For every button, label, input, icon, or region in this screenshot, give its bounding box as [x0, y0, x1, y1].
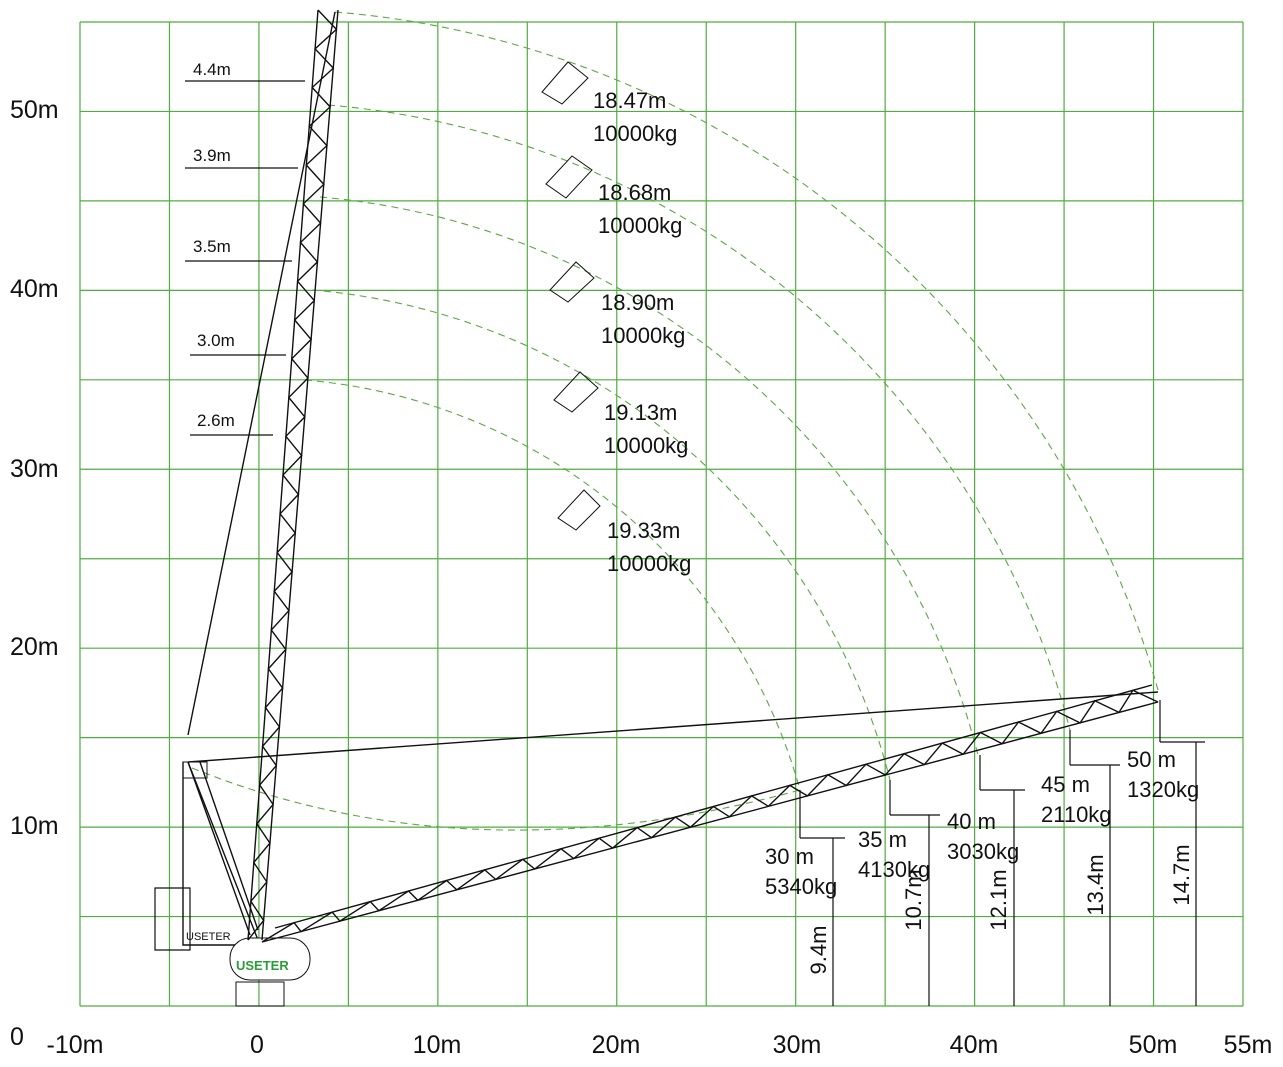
luffed-load: 10000kg: [598, 213, 682, 238]
arc: [191, 767, 801, 831]
luffed-radius: 18.90m: [601, 290, 674, 315]
jib-length: 35 m: [858, 827, 907, 852]
arc: [311, 289, 891, 781]
x-label: -10m: [47, 1031, 104, 1059]
hook-height: 10.7m: [901, 869, 926, 930]
luffed-radius: 18.68m: [598, 180, 671, 205]
width-lines: [185, 80, 305, 436]
jib-load: 4130kg: [858, 857, 930, 882]
hook-height: 12.1m: [986, 869, 1011, 930]
width-label: 2.6m: [197, 411, 235, 430]
arc: [334, 11, 1159, 691]
x-label: 0: [250, 1031, 264, 1059]
luffed-load: 10000kg: [607, 551, 691, 576]
lacing: [247, 9, 338, 941]
backmast: [199, 761, 259, 931]
labels: -10m 0 10m 20m 30m 40m 50m 55m 0 10m 20m…: [10, 60, 1272, 1059]
y-label: 50m: [10, 96, 59, 124]
width-label: 3.9m: [193, 146, 231, 165]
luffed-radius: 18.47m: [593, 88, 666, 113]
y-label: 20m: [10, 633, 59, 661]
grid: [79, 21, 1244, 1007]
counterweight: [154, 887, 191, 951]
y-label: 30m: [10, 455, 59, 483]
chord: [261, 9, 339, 941]
x-label: 30m: [773, 1031, 822, 1059]
logo: USETER: [236, 958, 289, 973]
backmast: [187, 761, 251, 936]
width-label: 3.5m: [193, 237, 231, 256]
x-label: 55m: [1224, 1031, 1273, 1059]
hook-icon: [549, 261, 595, 303]
hook-icon: [541, 61, 589, 105]
luffed-load: 10000kg: [601, 323, 685, 348]
arc: [327, 104, 1071, 731]
jib-length: 45 m: [1041, 772, 1090, 797]
x-label: 40m: [950, 1031, 999, 1059]
pendant: [187, 11, 336, 736]
x-label: 20m: [592, 1031, 641, 1059]
pendant: [187, 761, 259, 941]
hook-icon: [553, 371, 599, 413]
y-label: 10m: [10, 812, 59, 840]
hook-icons: [541, 61, 601, 531]
width-label: 3.0m: [197, 331, 235, 350]
luffed-load: 10000kg: [593, 121, 677, 146]
jib-load: 1320kg: [1127, 777, 1199, 802]
pendant: [187, 691, 1159, 763]
jib-length: 40 m: [947, 809, 996, 834]
y-label: 40m: [10, 275, 59, 303]
y-label: 0: [10, 1023, 24, 1051]
base: [235, 981, 285, 1007]
luffed-radius: 19.33m: [607, 518, 680, 543]
arc: [319, 196, 979, 756]
hook-icon: [557, 489, 601, 531]
x-label: 10m: [413, 1031, 462, 1059]
hook-height: 14.7m: [1169, 844, 1194, 905]
height-lines: [799, 700, 1205, 1006]
jib-load: 3030kg: [947, 839, 1019, 864]
logo: USETER: [186, 931, 231, 943]
hook-icon: [545, 155, 593, 199]
lacing: [261, 689, 1159, 943]
jib-length: 50 m: [1127, 747, 1176, 772]
chord: [261, 701, 1159, 943]
jib-length: 30 m: [765, 844, 814, 869]
luffed-load: 10000kg: [604, 433, 688, 458]
jib-load: 2110kg: [1041, 802, 1112, 827]
width-label: 4.4m: [193, 60, 231, 79]
hook-height: 13.4m: [1083, 854, 1108, 915]
jib-load: 5340kg: [765, 874, 837, 899]
arc: [304, 379, 801, 791]
x-label: 50m: [1129, 1031, 1178, 1059]
luffed-radius: 19.13m: [604, 400, 677, 425]
backmast-frame: [182, 762, 245, 946]
hook-height: 9.4m: [806, 926, 831, 975]
crane: USETER USETER: [154, 9, 1159, 1007]
radius-arcs: [191, 11, 1159, 831]
